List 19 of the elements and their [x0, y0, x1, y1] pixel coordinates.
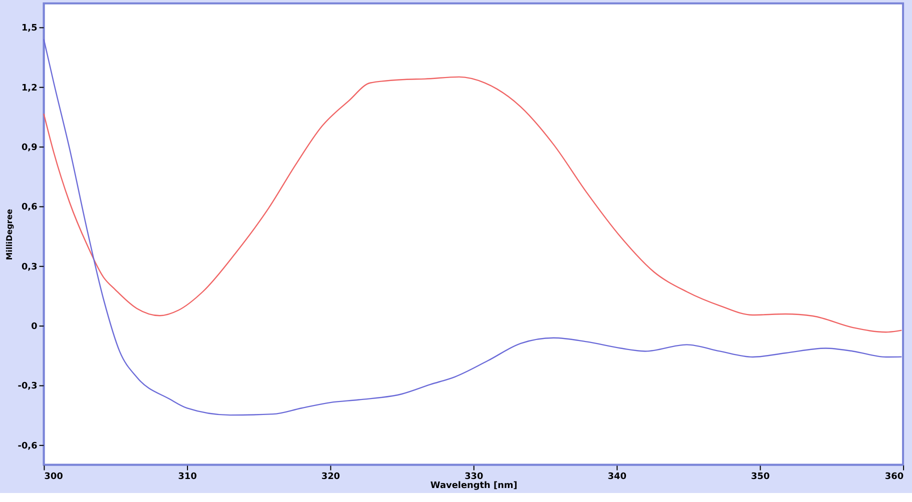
y-tick-label: 1,5	[21, 24, 38, 34]
line-series	[43, 38, 902, 416]
y-tick-label: -0,6	[18, 441, 38, 452]
y-tick-label: -0,3	[18, 382, 38, 392]
x-tick-label: 300	[44, 472, 63, 482]
y-tick-label: 0,3	[21, 262, 38, 272]
y-tick-label: 1,2	[21, 83, 38, 94]
x-tick-label: 310	[178, 472, 197, 482]
y-tick-label: 0,6	[21, 202, 38, 213]
x-tick-label: 350	[751, 472, 770, 482]
x-tick-label: 320	[321, 472, 340, 482]
y-tick-label: 0	[31, 322, 38, 332]
x-tick-label: 330	[464, 472, 484, 482]
y-axis-title: MilliDegree	[4, 209, 14, 260]
y-tick-label: 0,9	[21, 143, 38, 154]
x-tick-label: 340	[608, 472, 626, 482]
x-tick-label: 360	[884, 472, 904, 482]
line-series	[43, 76, 902, 333]
x-axis-title: Wavelength [nm]	[430, 481, 518, 492]
